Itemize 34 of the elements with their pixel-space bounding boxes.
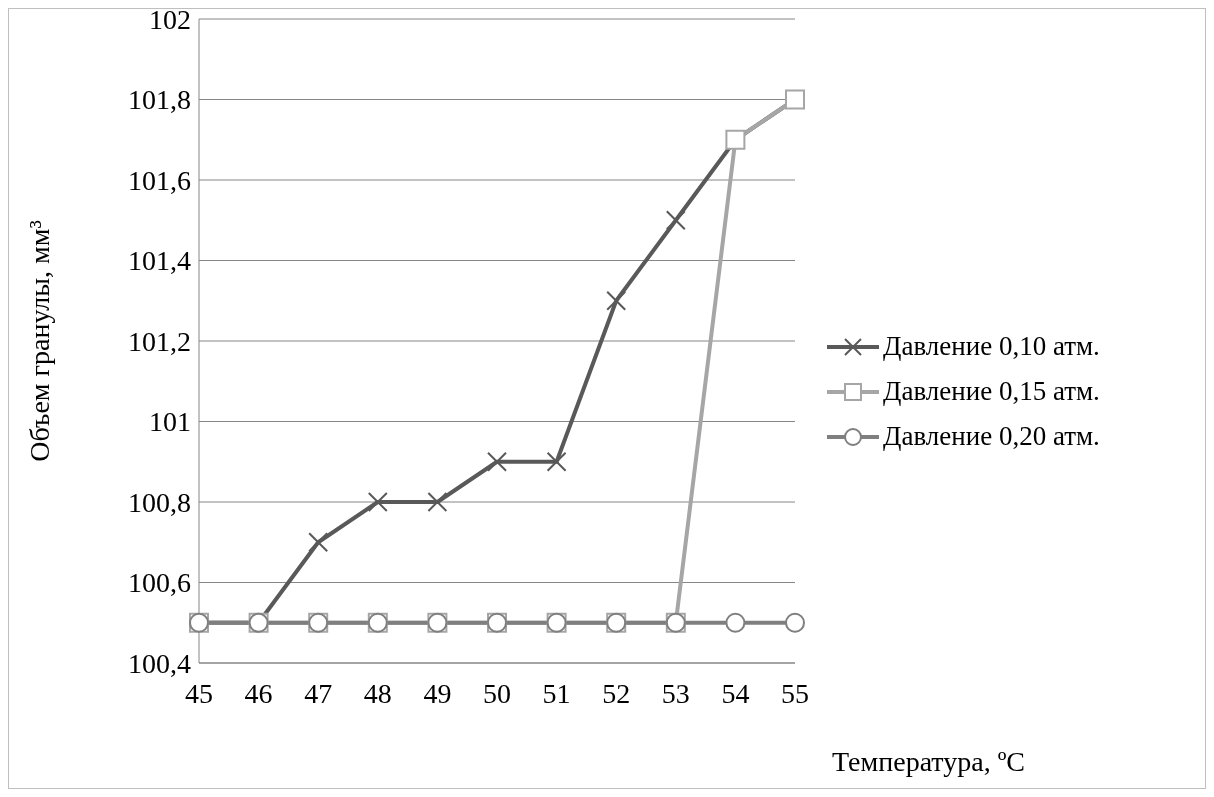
x-axis-title: Температура, ºC <box>832 746 1025 777</box>
x-tick-label: 47 <box>304 677 333 709</box>
y-tick-label: 101,8 <box>128 84 191 116</box>
point <box>487 451 507 472</box>
point <box>308 532 329 553</box>
legend-label: Давление 0,10 атм. <box>883 331 1100 362</box>
y-tick-label: 101,6 <box>128 164 191 196</box>
legend-label: Давление 0,20 атм. <box>883 421 1100 452</box>
y-tick-label: 101,2 <box>128 325 191 357</box>
point <box>367 492 388 512</box>
x-tick-label: 55 <box>781 677 809 709</box>
point <box>546 451 567 472</box>
legend-label: Давление 0,15 атм. <box>883 376 1100 407</box>
y-tick-label: 102 <box>149 3 191 35</box>
x-tick-label: 46 <box>244 677 273 709</box>
x-tick-label: 53 <box>661 677 690 709</box>
y-tick-label: 101 <box>149 406 191 438</box>
x-tick-label: 50 <box>483 677 511 709</box>
y-axis-title: Объем гранулы, мм³ <box>23 220 55 462</box>
y-tick-label: 100,8 <box>128 486 191 518</box>
y-tick-label: 101,4 <box>128 245 191 277</box>
x-tick-label: 52 <box>602 677 631 709</box>
point <box>665 210 686 231</box>
x-tick-label: 49 <box>423 677 452 709</box>
x-tick-label: 45 <box>185 677 213 709</box>
y-tick-label: 100,6 <box>128 567 191 599</box>
point <box>427 492 448 512</box>
x-tick-label: 48 <box>363 677 392 709</box>
x-tick-label: 54 <box>721 677 750 709</box>
x-tick-label: 51 <box>542 677 571 709</box>
point <box>606 290 627 311</box>
point <box>785 612 805 633</box>
y-tick-label: 100,4 <box>128 647 191 679</box>
point <box>725 612 746 633</box>
